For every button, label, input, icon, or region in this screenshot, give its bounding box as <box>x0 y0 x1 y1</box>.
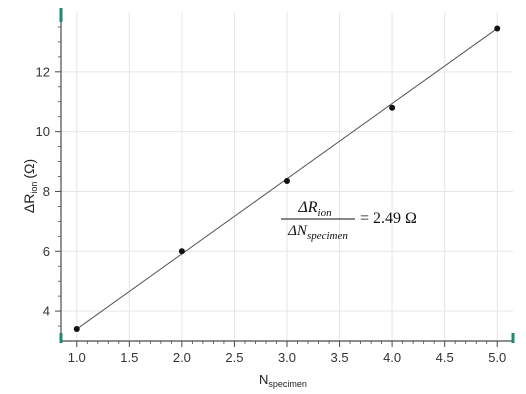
y-axis-title-sub: ion <box>29 182 39 194</box>
data-point <box>284 177 290 184</box>
y-tick-label: 12 <box>36 64 50 79</box>
x-tick-label: 5.0 <box>488 350 506 365</box>
tick-labels: 1.0 1.5 2.0 2.5 3.0 3.5 4.0 4.5 5.0 4 6 8 10 12 <box>36 64 507 365</box>
x-tick-label: 3.5 <box>331 350 349 365</box>
x-tick-label: 1.0 <box>68 350 86 365</box>
data-point <box>494 25 501 32</box>
x-tick-label: 1.5 <box>120 350 138 365</box>
annotation-numerator: ΔRion <box>297 199 332 219</box>
y-tick-label: 10 <box>36 124 50 139</box>
x-tick-label: 4.5 <box>436 350 454 365</box>
x-tick-label: 2.5 <box>225 350 243 365</box>
slope-annotation: ΔRion ΔNspecimen = 2.49 Ω <box>281 199 417 242</box>
annotation-numerator-sub: ion <box>318 207 333 219</box>
x-axis-title: Nspecimen <box>259 372 307 389</box>
y-tick-label: 6 <box>43 244 50 259</box>
x-axis-title-sub: specimen <box>268 379 307 389</box>
data-point <box>178 248 185 255</box>
data-point <box>389 104 396 111</box>
axes <box>55 8 515 347</box>
data-points <box>73 25 501 333</box>
y-axis-title: ΔRion (Ω) <box>21 159 39 213</box>
y-axis-title-main: ΔR <box>21 194 37 213</box>
annotation-denominator: ΔNspecimen <box>287 223 348 242</box>
x-axis-title-main: N <box>259 372 268 387</box>
x-tick-label: 2.0 <box>173 350 191 365</box>
y-axis-title-unit: (Ω) <box>21 159 37 179</box>
x-tick-label: 3.0 <box>278 350 296 365</box>
y-tick-label: 4 <box>43 304 50 319</box>
y-tick-label: 8 <box>43 184 50 199</box>
data-point <box>73 326 80 333</box>
annotation-denominator-sub: specimen <box>307 230 348 242</box>
x-tick-label: 4.0 <box>383 350 401 365</box>
annotation-result: = 2.49 Ω <box>360 210 417 227</box>
grid <box>61 12 513 341</box>
